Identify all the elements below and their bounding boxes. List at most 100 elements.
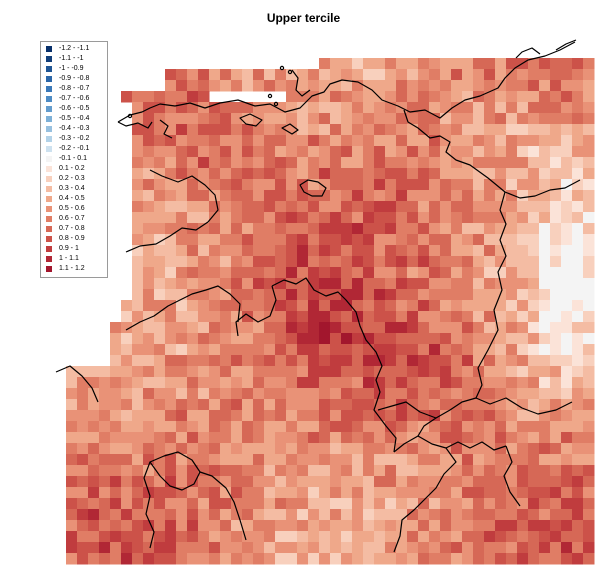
raster-cell bbox=[209, 531, 221, 543]
raster-cell bbox=[517, 168, 529, 180]
raster-cell bbox=[506, 399, 518, 411]
raster-cell bbox=[572, 520, 584, 532]
raster-cell bbox=[110, 465, 122, 477]
raster-cell bbox=[132, 157, 144, 169]
raster-cell bbox=[77, 531, 89, 543]
raster-cell bbox=[407, 542, 419, 554]
raster-cell bbox=[341, 498, 353, 510]
raster-cell bbox=[583, 201, 595, 213]
legend-item: 0.5 - 0.6 bbox=[41, 204, 107, 214]
raster-cell bbox=[99, 465, 111, 477]
raster-cell bbox=[187, 278, 199, 290]
raster-cell bbox=[462, 476, 474, 488]
raster-cell bbox=[572, 201, 584, 213]
raster-cell bbox=[407, 179, 419, 191]
raster-cell bbox=[528, 443, 540, 455]
raster-cell bbox=[132, 509, 144, 521]
legend-label: -0.5 - -0.4 bbox=[59, 115, 90, 122]
raster-cell bbox=[132, 267, 144, 279]
raster-cell bbox=[374, 223, 386, 235]
raster-cell bbox=[165, 355, 177, 367]
raster-cell bbox=[253, 102, 265, 114]
raster-cell bbox=[374, 135, 386, 147]
raster-cell bbox=[473, 157, 485, 169]
raster-cell bbox=[495, 234, 507, 246]
raster-cell bbox=[253, 333, 265, 345]
raster-cell bbox=[275, 234, 287, 246]
raster-cell bbox=[374, 234, 386, 246]
raster-cell bbox=[473, 168, 485, 180]
raster-cell bbox=[231, 289, 243, 301]
raster-cell bbox=[495, 399, 507, 411]
raster-cell bbox=[385, 421, 397, 433]
raster-cell bbox=[517, 256, 529, 268]
legend-label: -1.2 - -1.1 bbox=[59, 45, 90, 52]
raster-cell bbox=[550, 520, 562, 532]
raster-cell bbox=[363, 289, 375, 301]
raster-cell bbox=[550, 487, 562, 499]
raster-cell bbox=[374, 410, 386, 422]
raster-cell bbox=[165, 245, 177, 257]
raster-cell bbox=[561, 69, 573, 81]
raster-cell bbox=[583, 443, 595, 455]
border-line bbox=[271, 277, 397, 453]
raster-cell bbox=[484, 432, 496, 444]
raster-cell bbox=[176, 465, 188, 477]
raster-cell bbox=[440, 58, 452, 70]
raster-cell bbox=[165, 201, 177, 213]
legend-item: 0.9 - 1 bbox=[41, 244, 107, 254]
raster-cell bbox=[506, 201, 518, 213]
raster-cell bbox=[407, 443, 419, 455]
raster-cell bbox=[330, 322, 342, 334]
raster-cell bbox=[330, 498, 342, 510]
raster-cell bbox=[572, 531, 584, 543]
raster-cell bbox=[297, 377, 309, 389]
raster-cell bbox=[539, 146, 551, 158]
raster-cell bbox=[154, 542, 166, 554]
raster-cell bbox=[220, 135, 232, 147]
raster-cell bbox=[330, 476, 342, 488]
raster-cell bbox=[187, 146, 199, 158]
raster-cell bbox=[220, 509, 232, 521]
raster-cell bbox=[462, 135, 474, 147]
raster-cell bbox=[363, 454, 375, 466]
raster-cell bbox=[143, 344, 155, 356]
raster-cell bbox=[143, 300, 155, 312]
raster-cell bbox=[528, 322, 540, 334]
raster-cell bbox=[286, 256, 298, 268]
raster-cell bbox=[286, 91, 298, 103]
raster-cell bbox=[363, 179, 375, 191]
raster-cell bbox=[264, 212, 276, 224]
raster-cell bbox=[440, 102, 452, 114]
border-line bbox=[117, 121, 153, 129]
raster-cell bbox=[407, 311, 419, 323]
raster-cell bbox=[429, 432, 441, 444]
raster-cell bbox=[396, 91, 408, 103]
raster-cell bbox=[418, 80, 430, 92]
raster-cell bbox=[517, 234, 529, 246]
raster-cell bbox=[374, 443, 386, 455]
raster-cell bbox=[407, 531, 419, 543]
raster-cell bbox=[143, 124, 155, 136]
raster-cell bbox=[572, 432, 584, 444]
raster-cell bbox=[308, 509, 320, 521]
raster-cell bbox=[286, 300, 298, 312]
raster-cell bbox=[176, 509, 188, 521]
raster-cell bbox=[374, 58, 386, 70]
raster-cell bbox=[418, 344, 430, 356]
raster-cell bbox=[319, 509, 331, 521]
raster-cell bbox=[286, 421, 298, 433]
raster-cell bbox=[572, 377, 584, 389]
raster-cell bbox=[561, 245, 573, 257]
raster-cell bbox=[220, 531, 232, 543]
raster-cell bbox=[253, 553, 265, 565]
raster-cell bbox=[517, 399, 529, 411]
raster-cell bbox=[275, 333, 287, 345]
raster-cell bbox=[220, 80, 232, 92]
raster-cell bbox=[231, 399, 243, 411]
raster-cell bbox=[572, 410, 584, 422]
raster-cell bbox=[473, 267, 485, 279]
raster-cell bbox=[440, 432, 452, 444]
raster-cell bbox=[506, 542, 518, 554]
legend-item: -1 - -0.9 bbox=[41, 64, 107, 74]
